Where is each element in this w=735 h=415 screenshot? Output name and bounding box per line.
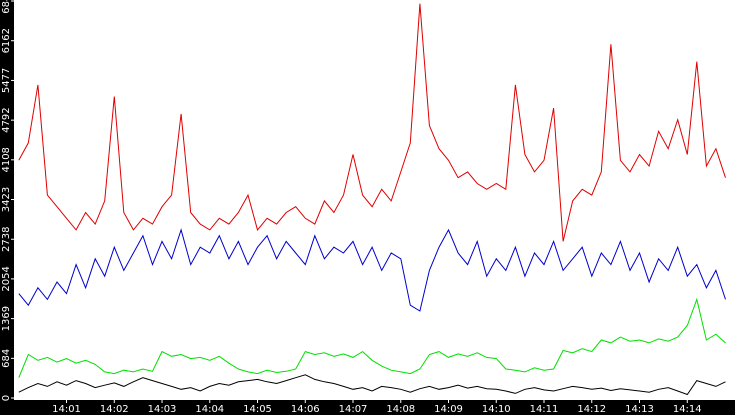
y-tick-label: 4108 — [1, 147, 12, 172]
y-tick-label: 2054 — [1, 266, 12, 291]
x-tick-label: 14:02 — [100, 404, 129, 415]
x-tick-label: 14:10 — [482, 404, 511, 415]
x-tick-label: 14:09 — [434, 404, 463, 415]
series-line — [18, 374, 726, 396]
x-tick-label: 14:07 — [339, 404, 368, 415]
y-axis-strip — [0, 0, 14, 415]
x-tick-label: 14:12 — [577, 404, 606, 415]
y-tick-label: 4792 — [1, 107, 12, 132]
y-tick-label: 5477 — [1, 68, 12, 93]
x-tick-label: 14:13 — [625, 404, 654, 415]
x-tick-label: 14:04 — [195, 404, 224, 415]
y-tick-label: 6847 — [1, 0, 12, 14]
series-line — [18, 228, 726, 312]
y-tick-label: 6162 — [1, 28, 12, 53]
x-tick-label: 14:08 — [386, 404, 415, 415]
y-tick-label: 1369 — [1, 306, 12, 331]
x-tick-label: 14:05 — [243, 404, 272, 415]
x-tick-label: 14:14 — [673, 404, 702, 415]
x-tick-label: 14:01 — [52, 404, 81, 415]
y-tick-label: 0 — [1, 395, 12, 401]
x-tick-label: 14:11 — [530, 404, 559, 415]
x-axis-strip — [0, 400, 735, 415]
series-line — [18, 297, 726, 378]
y-tick-label: 3423 — [1, 187, 12, 212]
y-tick-label: 684 — [1, 349, 12, 368]
y-tick-label: 2738 — [1, 227, 12, 252]
x-tick-label: 14:03 — [148, 404, 177, 415]
x-tick-label: 14:06 — [291, 404, 320, 415]
series-line — [18, 3, 726, 242]
